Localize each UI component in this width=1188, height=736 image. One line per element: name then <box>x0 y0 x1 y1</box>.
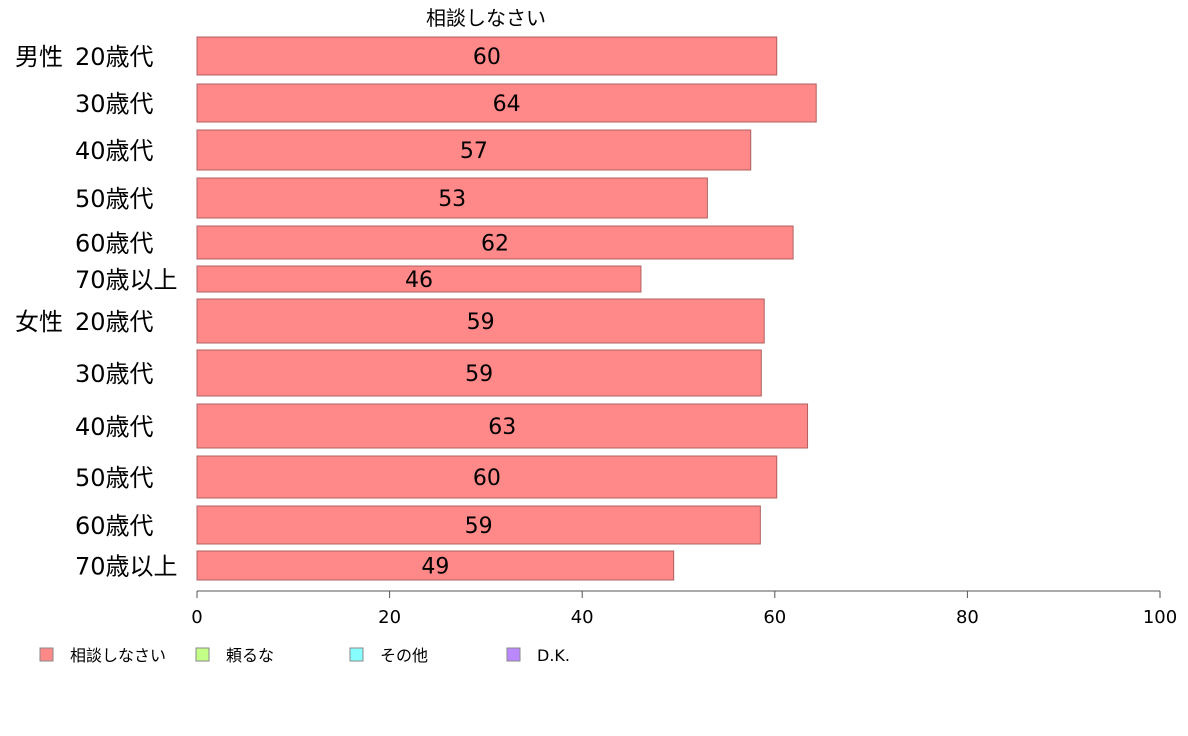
bar <box>196 129 752 171</box>
bar-value-label: 62 <box>481 232 509 257</box>
legend-label: その他 <box>380 646 428 665</box>
bar <box>196 36 778 76</box>
legend: 相談しなさい 頼るな その他 D.K. <box>39 646 570 665</box>
x-tick-label: 80 <box>956 607 979 628</box>
category-labels: 20歳代男性30歳代40歳代50歳代60歳代70歳以上20歳代女性30歳代40歳… <box>15 43 178 581</box>
x-tick-label: 20 <box>378 607 401 628</box>
legend-swatch <box>39 647 54 662</box>
x-tick-label: 0 <box>191 607 202 628</box>
category-label: 70歳以上 <box>75 553 178 581</box>
legend-label: 相談しなさい <box>70 646 166 665</box>
bar-value-label: 53 <box>438 187 466 212</box>
bar-value-label: 59 <box>465 362 493 387</box>
series-title: 相談しなさい <box>426 6 546 30</box>
legend-label: D.K. <box>537 646 570 665</box>
bar <box>196 225 794 260</box>
category-label: 50歳代 <box>75 185 154 213</box>
bar-value-label: 60 <box>473 466 501 491</box>
bar <box>196 403 809 449</box>
bar-value-label: 57 <box>460 139 488 164</box>
category-label: 20歳代 <box>75 43 154 71</box>
bar <box>196 550 675 581</box>
legend-swatch <box>195 647 210 662</box>
legend-swatch <box>349 647 364 662</box>
category-label: 60歳代 <box>75 512 154 540</box>
x-axis-ticks: 0 20 40 60 80 100 <box>191 591 1177 628</box>
category-label: 40歳代 <box>75 137 154 165</box>
bar <box>196 349 762 397</box>
x-tick-label: 40 <box>571 607 594 628</box>
category-label: 30歳代 <box>75 90 154 118</box>
bar-value-label: 46 <box>405 268 433 293</box>
category-label: 40歳代 <box>75 413 154 441</box>
bar <box>196 177 708 219</box>
bars <box>196 36 817 581</box>
bar-value-label: 60 <box>473 45 501 70</box>
category-label: 30歳代 <box>75 360 154 388</box>
category-group-label: 男性 <box>15 43 63 71</box>
legend-label: 頼るな <box>226 646 274 665</box>
category-label: 50歳代 <box>75 464 154 492</box>
bar-value-label: 59 <box>467 310 495 335</box>
category-label: 60歳代 <box>75 230 154 258</box>
bar <box>196 505 761 545</box>
bar <box>196 83 817 123</box>
x-tick-label: 100 <box>1143 607 1177 628</box>
legend-swatch <box>506 647 521 662</box>
x-tick-label: 60 <box>763 607 786 628</box>
bar <box>196 265 642 293</box>
bar-value-label: 49 <box>421 555 449 580</box>
bar-value-label: 59 <box>465 514 493 539</box>
category-label: 70歳以上 <box>75 266 178 294</box>
bar <box>196 455 778 499</box>
bar-value-label: 64 <box>493 92 521 117</box>
category-group-label: 女性 <box>15 308 63 336</box>
category-label: 20歳代 <box>75 308 154 336</box>
bar <box>196 298 765 344</box>
bar-value-label: 63 <box>488 415 516 440</box>
